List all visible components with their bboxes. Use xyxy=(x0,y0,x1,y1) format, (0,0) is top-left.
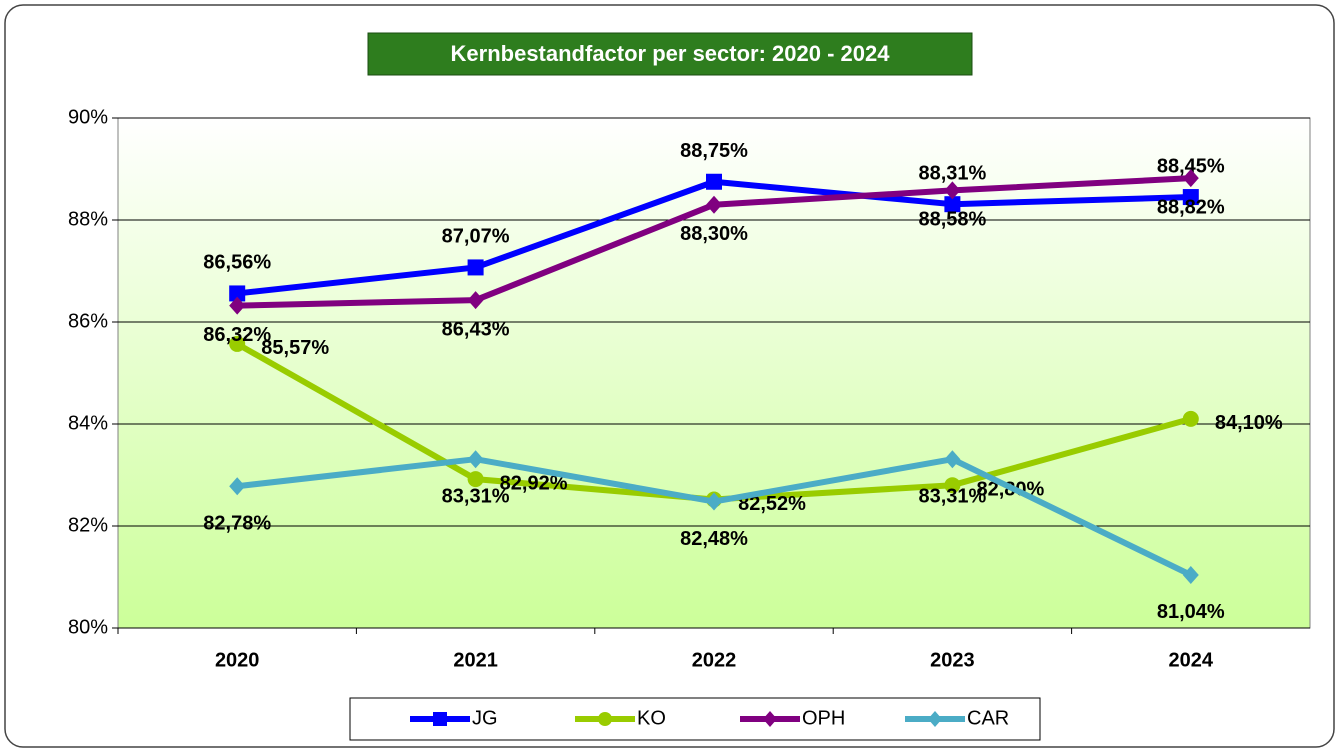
marker xyxy=(706,173,722,190)
x-tick-label: 2020 xyxy=(215,649,260,671)
marker xyxy=(598,712,612,726)
y-tick-label: 82% xyxy=(68,514,108,536)
marker xyxy=(467,291,484,310)
data-label: 85,57% xyxy=(261,337,329,359)
data-label: 86,32% xyxy=(203,324,271,346)
data-label: 88,31% xyxy=(918,162,986,184)
marker xyxy=(944,477,961,494)
data-label: 82,92% xyxy=(500,472,568,494)
marker xyxy=(229,477,246,496)
marker xyxy=(433,712,447,726)
data-label: 88,75% xyxy=(680,140,748,162)
y-tick-label: 86% xyxy=(68,310,108,332)
y-tick-label: 80% xyxy=(68,616,108,638)
marker xyxy=(467,450,484,469)
data-label: 82,52% xyxy=(738,493,806,515)
legend-label: KO xyxy=(637,707,666,729)
plot-area xyxy=(117,117,1311,629)
legend-label: OPH xyxy=(802,707,845,729)
marker xyxy=(229,296,246,315)
marker xyxy=(928,711,942,727)
y-tick-label: 90% xyxy=(68,106,108,128)
legend-label: JG xyxy=(472,707,498,729)
marker xyxy=(229,285,246,302)
data-label: 86,56% xyxy=(203,252,271,274)
data-label: 88,58% xyxy=(918,209,986,231)
x-tick-label: 2023 xyxy=(930,649,975,671)
data-label: 81,04% xyxy=(1157,601,1225,623)
marker xyxy=(706,195,722,214)
y-tick-label: 88% xyxy=(68,208,108,230)
title-box xyxy=(367,32,973,76)
marker xyxy=(944,196,961,213)
x-tick-label: 2021 xyxy=(453,649,498,671)
data-label: 88,30% xyxy=(680,223,748,245)
chart-title: Kernbestandfactor per sector: 2020 - 202… xyxy=(451,41,891,66)
data-label: 87,07% xyxy=(442,226,510,248)
data-label: 84,10% xyxy=(1215,412,1283,434)
marker xyxy=(944,450,961,469)
data-label: 86,43% xyxy=(442,318,510,340)
marker xyxy=(763,711,777,727)
data-label: 83,31% xyxy=(918,485,986,507)
legend-label: CAR xyxy=(967,707,1009,729)
marker xyxy=(467,471,484,488)
x-tick-label: 2022 xyxy=(692,649,737,671)
marker xyxy=(944,181,961,200)
data-label: 88,82% xyxy=(1157,196,1225,218)
data-label: 83,31% xyxy=(442,485,510,507)
data-label: 88,45% xyxy=(1157,155,1225,177)
marker xyxy=(1182,410,1199,427)
marker xyxy=(1182,189,1199,206)
marker xyxy=(706,492,722,511)
x-tick-label: 2024 xyxy=(1169,649,1214,671)
data-label: 82,78% xyxy=(203,513,271,535)
marker xyxy=(229,335,246,352)
y-tick-label: 84% xyxy=(68,412,108,434)
marker xyxy=(1182,565,1199,584)
marker xyxy=(467,259,484,276)
data-label: 82,48% xyxy=(680,528,748,550)
marker xyxy=(1182,169,1199,188)
